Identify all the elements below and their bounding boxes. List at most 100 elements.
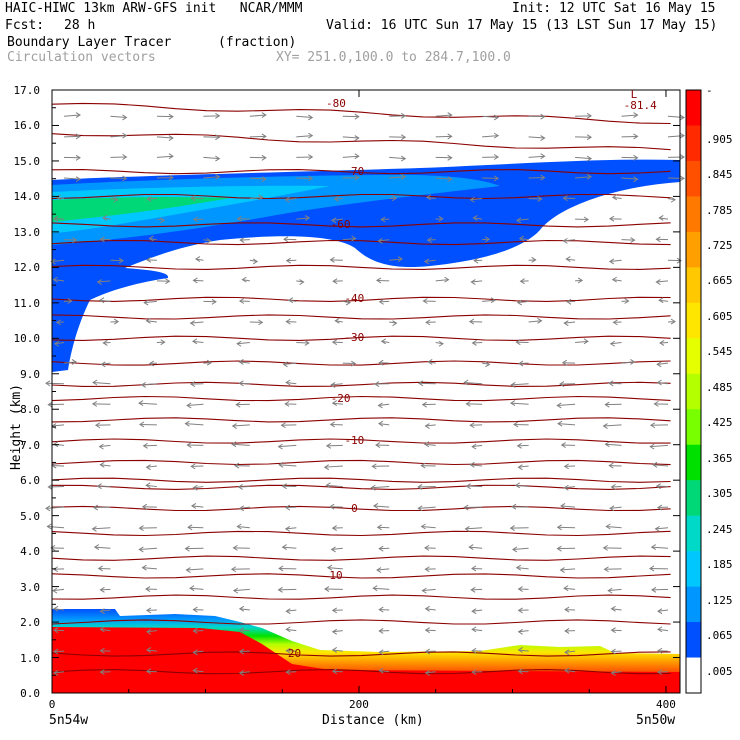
vector-arrow [139, 547, 157, 550]
header-forecast-label: Fcst: [5, 18, 45, 33]
vector-arrowhead [564, 606, 570, 613]
vector-arrowhead [562, 195, 568, 202]
vector-arrowhead [206, 359, 213, 366]
vector-arrowhead [189, 585, 195, 592]
vector-arrowhead [679, 154, 685, 160]
y-tick-label: 16.0 [13, 119, 41, 133]
vector-arrow [285, 198, 297, 201]
vector-arrowhead [238, 298, 245, 304]
boundary-layer-core [52, 627, 680, 693]
vector-arrowhead [510, 400, 516, 406]
vector-arrowhead [679, 114, 685, 121]
vector-arrow [482, 115, 499, 118]
vector-arrow [512, 547, 529, 550]
vector-arrowhead [93, 544, 100, 551]
vector-arrow [193, 486, 204, 489]
vector-arrowhead [380, 216, 386, 223]
vector-arrowhead [424, 423, 430, 429]
vector-arrowhead [159, 217, 166, 224]
vector-arrow [192, 340, 204, 344]
vector-arrowhead [351, 360, 357, 367]
contour-label: -20 [330, 391, 351, 405]
vector-arrowhead [138, 546, 144, 553]
colorbar-label: .365 [706, 451, 733, 465]
vector-arrow [472, 609, 483, 612]
vector-arrowhead [281, 483, 287, 490]
colorbar-label: .185 [706, 558, 733, 572]
vector-arrow [326, 484, 343, 488]
vector-arrow [516, 567, 529, 570]
y-tick-label: 8.0 [20, 403, 40, 417]
vector-arrowhead [603, 566, 609, 573]
colorbar-swatch [686, 622, 701, 659]
vector-arrow [379, 670, 390, 673]
temperature-contours [51, 102, 671, 675]
colorbar-swatch [686, 160, 701, 197]
vector-arrowhead [438, 215, 444, 222]
vector-arrowhead [55, 194, 61, 201]
vector-arrowhead [75, 133, 81, 140]
vector-arrowhead [280, 422, 286, 429]
vector-arrow [285, 527, 297, 530]
vector-arrowhead [633, 133, 639, 140]
vector-arrowhead [299, 279, 305, 285]
vector-arrowhead [354, 153, 360, 160]
vector-arrowhead [400, 112, 407, 119]
vector-arrowhead [285, 318, 291, 325]
vector-arrowhead [422, 298, 428, 304]
vector-arrowhead [652, 461, 658, 468]
vector-arrowhead [97, 565, 103, 572]
vector-arrowhead [308, 175, 314, 182]
colorbar-swatch [686, 444, 701, 481]
vector-arrowhead [145, 668, 152, 675]
vector-arrow [93, 381, 111, 385]
y-tick-label: 13.0 [13, 225, 41, 239]
y-axis-ticks [52, 89, 680, 694]
vector-arrowhead [563, 463, 569, 470]
vector-arrow [296, 217, 310, 220]
isotherm-line [51, 651, 671, 657]
vector-arrowhead [633, 176, 639, 183]
vector-arrowhead [145, 647, 152, 653]
vector-arrow [110, 135, 127, 138]
vector-arrowhead [122, 175, 128, 182]
vector-arrowhead [655, 236, 661, 243]
vector-arrow [659, 299, 669, 302]
vector-arrowhead [471, 626, 477, 633]
vector-arrowhead [515, 339, 521, 346]
vector-arrowhead [96, 483, 102, 490]
vector-arrowhead [331, 607, 338, 614]
y-tick-label: 15.0 [13, 154, 41, 168]
vector-arrowhead [165, 278, 171, 285]
vector-arrowhead [424, 627, 430, 634]
vector-arrowhead [139, 421, 145, 428]
vector-arrowhead [91, 400, 98, 407]
vector-arrowhead [53, 605, 59, 612]
vector-arrow [471, 280, 483, 283]
vector-arrowhead [354, 113, 360, 120]
vector-arrowhead [189, 381, 196, 388]
vector-arrowhead [471, 647, 477, 654]
vector-arrow [389, 176, 406, 179]
vector-arrow [190, 321, 204, 324]
vector-arrowhead [50, 258, 56, 265]
vector-arrowhead [67, 298, 73, 304]
vector-arrow [286, 609, 297, 612]
vector-arrowhead [261, 154, 267, 161]
vector-arrowhead [562, 237, 568, 244]
colorbar-swatch [686, 409, 701, 446]
vector-arrowhead [604, 401, 610, 408]
vector-arrowhead [231, 423, 237, 429]
vector-arrow [515, 484, 529, 488]
vector-arrowhead [232, 587, 239, 594]
vector-arrowhead [378, 420, 384, 427]
vector-arrow [564, 486, 576, 489]
vector-arrowhead [400, 173, 407, 180]
vector-arrowhead [586, 134, 593, 141]
vector-arrowhead [145, 464, 151, 471]
vector-arrow [282, 546, 297, 549]
colorbar-label: .785 [706, 203, 733, 217]
contour-label: -40 [344, 292, 365, 306]
vector-arrow [144, 300, 157, 304]
